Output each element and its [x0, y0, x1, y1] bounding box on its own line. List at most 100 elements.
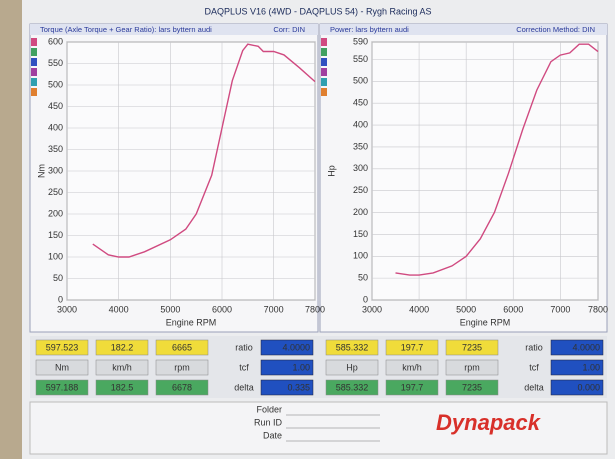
setting-value: 0.000: [577, 382, 600, 392]
readout-text: 182.2: [111, 342, 134, 352]
y-tick-label: 150: [48, 230, 63, 240]
readout-text: rpm: [174, 362, 190, 372]
x-tick-label: 4000: [109, 304, 129, 314]
setting-cell: [550, 339, 604, 356]
y-tick-label: 500: [353, 76, 368, 86]
setting-value: 1.00: [582, 362, 600, 372]
setting-label: tcf: [529, 362, 539, 372]
panel-title-bar: [30, 24, 318, 35]
y-tick-label: 300: [48, 165, 63, 175]
readout-cell: [95, 379, 149, 396]
y-tick-label: 250: [48, 187, 63, 197]
x-tick-label: 6000: [212, 304, 232, 314]
setting-cell: [260, 339, 314, 356]
x-tick-label: 3000: [362, 304, 382, 314]
footer-field: Folder: [256, 404, 282, 414]
readout-text: rpm: [464, 362, 480, 372]
readout-cell: [385, 379, 439, 396]
x-tick-label: 4000: [409, 304, 429, 314]
x-tick-label: 5000: [456, 304, 476, 314]
readout-text: 585.332: [336, 382, 369, 392]
readout-cell: [95, 339, 149, 356]
x-tick-label: 7000: [264, 304, 284, 314]
setting-label: ratio: [525, 342, 543, 352]
y-tick-label: 550: [353, 54, 368, 64]
setting-value: 4.0000: [572, 342, 600, 352]
setting-value: 0.335: [287, 382, 310, 392]
readout-cell: [445, 339, 499, 356]
y-tick-label: 100: [48, 251, 63, 261]
readout-text: 585.332: [336, 342, 369, 352]
y-tick-label: 50: [53, 273, 63, 283]
readout-text: Hp: [346, 362, 358, 372]
x-tick-label: 7800: [305, 304, 325, 314]
setting-cell: [550, 359, 604, 376]
setting-cell: [260, 379, 314, 396]
y-tick-label: 0: [58, 294, 63, 304]
x-axis-label: Engine RPM: [166, 317, 217, 327]
x-tick-label: 7000: [550, 304, 570, 314]
readout-cell: [325, 359, 379, 376]
setting-label: delta: [234, 382, 254, 392]
y-axis-label: Nm: [36, 164, 46, 178]
setting-label: delta: [524, 382, 544, 392]
readout-text: 6678: [172, 382, 192, 392]
setting-cell: [260, 359, 314, 376]
x-tick-label: 6000: [503, 304, 523, 314]
y-tick-label: 400: [353, 119, 368, 129]
page-title: DAQPLUS V16 (4WD - DAQPLUS 54) - Rygh Ra…: [204, 6, 431, 16]
y-tick-label: 100: [353, 251, 368, 261]
readout-text: 7235: [462, 342, 482, 352]
panel-title-bar: [320, 24, 607, 35]
y-tick-label: 450: [353, 98, 368, 108]
y-tick-label: 500: [48, 79, 63, 89]
y-tick-label: 350: [48, 144, 63, 154]
y-axis-label: Hp: [326, 165, 336, 177]
readout-cell: [385, 339, 439, 356]
y-tick-label: 150: [353, 229, 368, 239]
x-tick-label: 7800: [588, 304, 608, 314]
x-axis-label: Engine RPM: [460, 317, 511, 327]
setting-label: tcf: [239, 362, 249, 372]
y-tick-label: 0: [363, 294, 368, 304]
readout-cell: [95, 359, 149, 376]
readout-cell: [325, 339, 379, 356]
footer-field: Date: [263, 430, 282, 440]
chart-subtitle: Correction Method: DIN: [516, 25, 595, 34]
setting-value: 1.00: [292, 362, 310, 372]
x-tick-label: 3000: [57, 304, 77, 314]
readout-cell: [35, 339, 89, 356]
y-tick-label: 200: [353, 207, 368, 217]
setting-value: 4.0000: [282, 342, 310, 352]
footer-field: Run ID: [254, 417, 283, 427]
readout-text: 197.7: [401, 342, 424, 352]
readout-cell: [445, 359, 499, 376]
readout-cell: [325, 379, 379, 396]
data-line: [92, 43, 316, 258]
chart-title: Torque (Axle Torque + Gear Ratio): lars …: [40, 25, 212, 34]
readout-text: 197.7: [401, 382, 424, 392]
readout-cell: [155, 339, 209, 356]
readout-text: km/h: [112, 362, 132, 372]
readout-text: 6665: [172, 342, 192, 352]
readout-text: 597.523: [46, 342, 79, 352]
readout-cell: [35, 379, 89, 396]
readout-text: 7235: [462, 382, 482, 392]
color-swatches: [31, 38, 327, 96]
y-tick-label: 450: [48, 101, 63, 111]
readout-cell: [385, 359, 439, 376]
y-tick-label: 590: [353, 36, 368, 46]
data-line: [395, 43, 599, 276]
plot-area: [371, 41, 599, 301]
readout-cell: [155, 359, 209, 376]
readout-cell: [445, 379, 499, 396]
readout-text: 597.188: [46, 382, 79, 392]
readout-text: 182.5: [111, 382, 134, 392]
y-tick-label: 350: [353, 141, 368, 151]
y-tick-label: 300: [353, 163, 368, 173]
y-tick-label: 600: [48, 36, 63, 46]
x-tick-label: 5000: [160, 304, 180, 314]
chart-subtitle: Corr: DIN: [273, 25, 305, 34]
y-tick-label: 50: [358, 273, 368, 283]
